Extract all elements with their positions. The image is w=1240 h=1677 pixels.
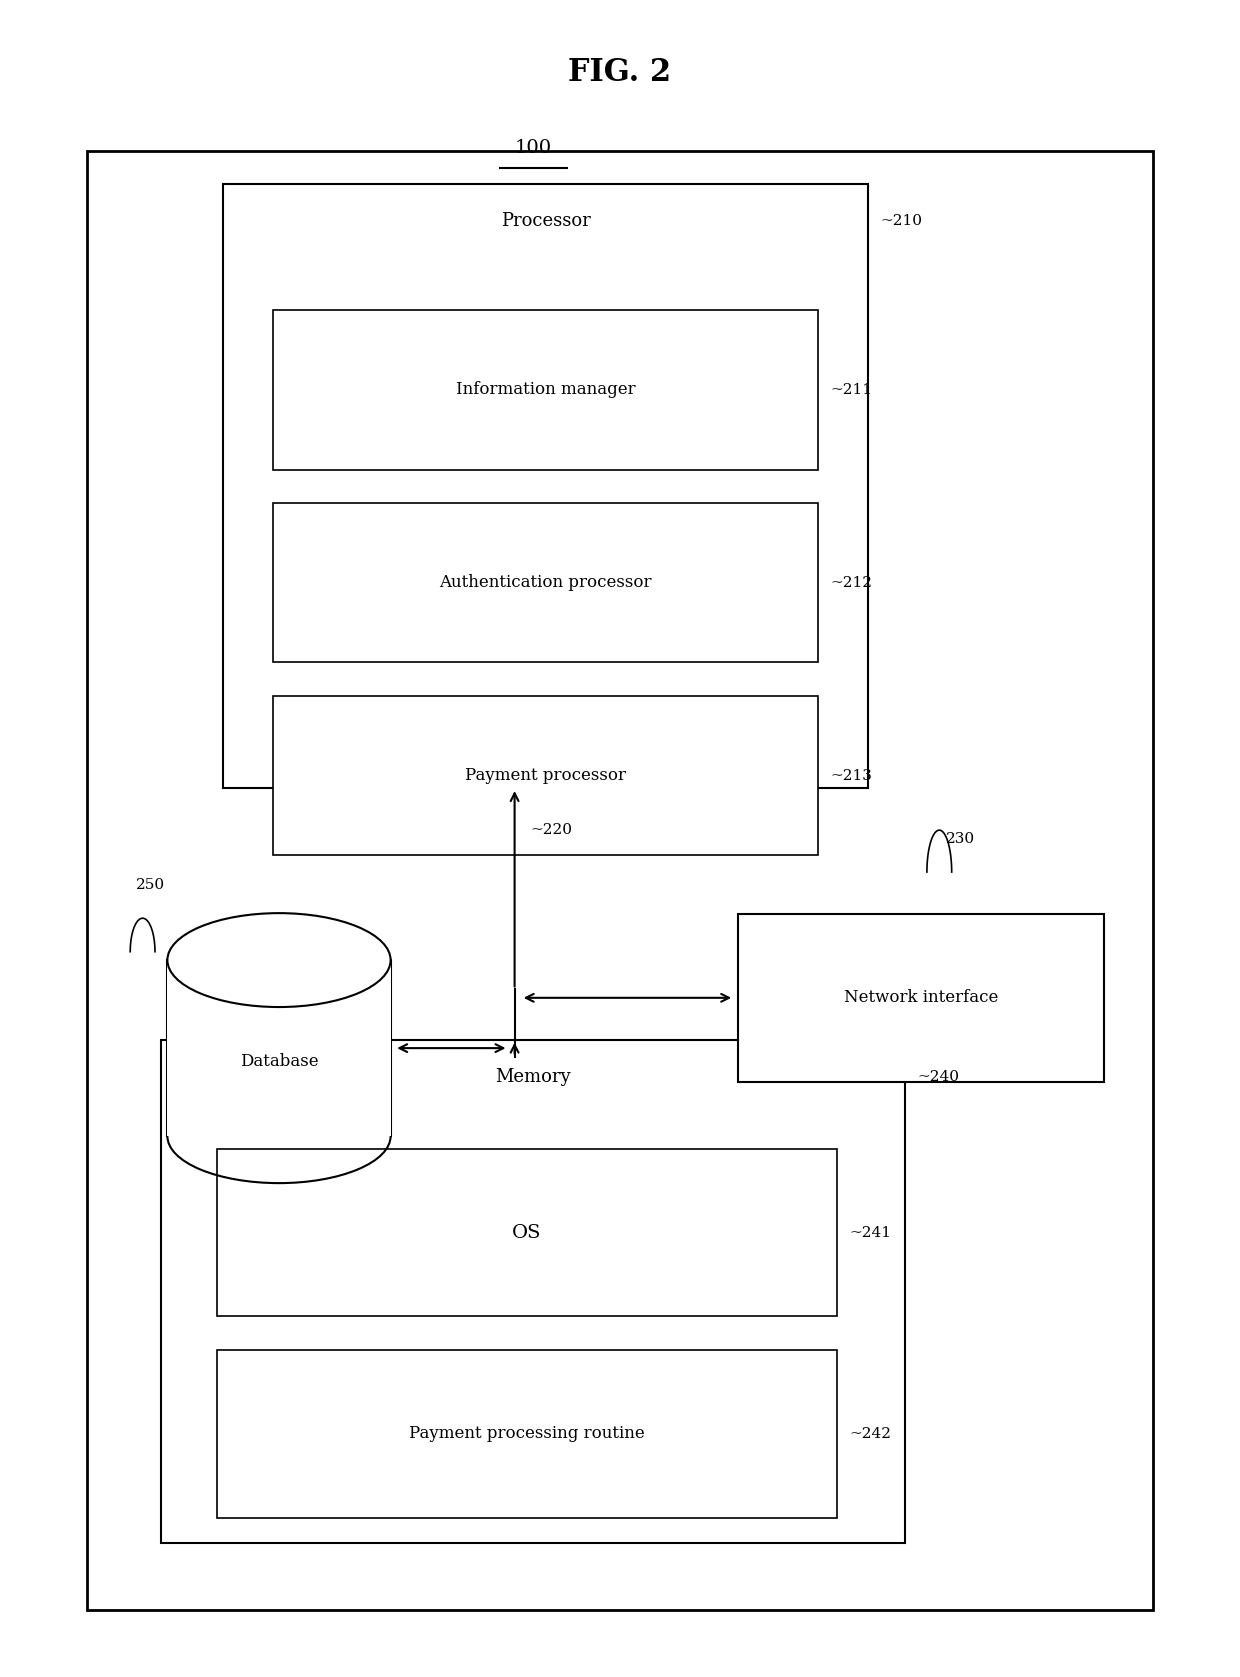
Text: OS: OS [512, 1224, 542, 1241]
Ellipse shape [167, 912, 391, 1006]
Text: ~242: ~242 [849, 1427, 892, 1441]
Text: Authentication processor: Authentication processor [439, 574, 652, 592]
Text: Database: Database [239, 1053, 319, 1070]
Text: ~220: ~220 [531, 823, 573, 837]
Text: Information manager: Information manager [456, 381, 635, 399]
Text: Payment processing routine: Payment processing routine [409, 1425, 645, 1442]
Text: Processor: Processor [501, 213, 590, 230]
FancyBboxPatch shape [87, 151, 1153, 1610]
Bar [167, 959, 391, 1137]
Text: ~241: ~241 [849, 1226, 892, 1239]
Text: ~213: ~213 [831, 768, 873, 783]
FancyBboxPatch shape [223, 184, 868, 788]
Text: Memory: Memory [496, 1068, 570, 1085]
Text: ~210: ~210 [880, 215, 923, 228]
Text: ~211: ~211 [831, 382, 873, 397]
FancyBboxPatch shape [738, 914, 1104, 1082]
Text: Network interface: Network interface [843, 989, 998, 1006]
Text: ~212: ~212 [831, 575, 873, 590]
Text: Payment processor: Payment processor [465, 766, 626, 785]
FancyBboxPatch shape [273, 503, 818, 662]
Text: 250: 250 [136, 877, 165, 892]
FancyBboxPatch shape [217, 1350, 837, 1518]
Text: FIG. 2: FIG. 2 [568, 57, 672, 87]
FancyBboxPatch shape [217, 1149, 837, 1316]
Text: 230: 230 [945, 832, 975, 845]
FancyBboxPatch shape [161, 1040, 905, 1543]
Text: ~240: ~240 [918, 1070, 960, 1083]
Text: 100: 100 [515, 139, 552, 156]
FancyBboxPatch shape [273, 310, 818, 470]
FancyBboxPatch shape [273, 696, 818, 855]
